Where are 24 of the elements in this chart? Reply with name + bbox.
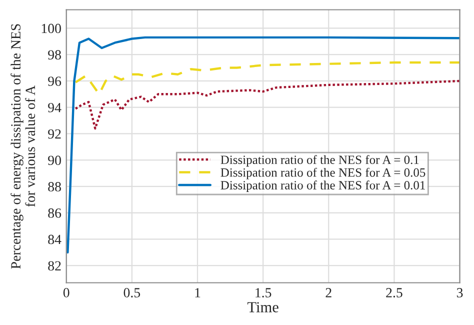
x-tick-label: 0.5 [124, 288, 140, 298]
legend-label: Dissipation ratio of the NES for A = 0.01 [220, 180, 425, 192]
y-axis-title: Percentage of energy dissipation of the NES for various value of A [10, 24, 36, 269]
x-tick-label: 2 [326, 288, 332, 298]
y-tick-label: 84 [48, 234, 62, 244]
y-tick-label: 92 [48, 129, 61, 139]
y-tick-label: 90 [48, 156, 61, 166]
line-series [66, 36, 460, 254]
y-tick-label: 100 [42, 24, 61, 34]
legend-label: Dissipation ratio of the NES for A = 0.1 [220, 155, 419, 167]
y-tick-label: 82 [48, 261, 61, 271]
x-tick-label: 1.5 [256, 288, 272, 298]
x-tick-label: 3 [456, 288, 463, 298]
y-tick-label: 98 [48, 50, 61, 60]
y-tick-label: 88 [48, 182, 61, 192]
x-tick-label: 2.5 [386, 288, 402, 298]
y-tick-label: 86 [48, 208, 62, 218]
y-tick-label: 94 [48, 102, 62, 112]
x-tick-label: 0 [63, 288, 70, 298]
legend-label: Dissipation ratio of the NES for A = 0.05 [220, 168, 426, 180]
y-tick-label: 96 [48, 76, 62, 86]
x-axis-title: Time [247, 302, 278, 312]
line-series [74, 80, 460, 130]
x-tick-label: 1 [195, 288, 200, 298]
